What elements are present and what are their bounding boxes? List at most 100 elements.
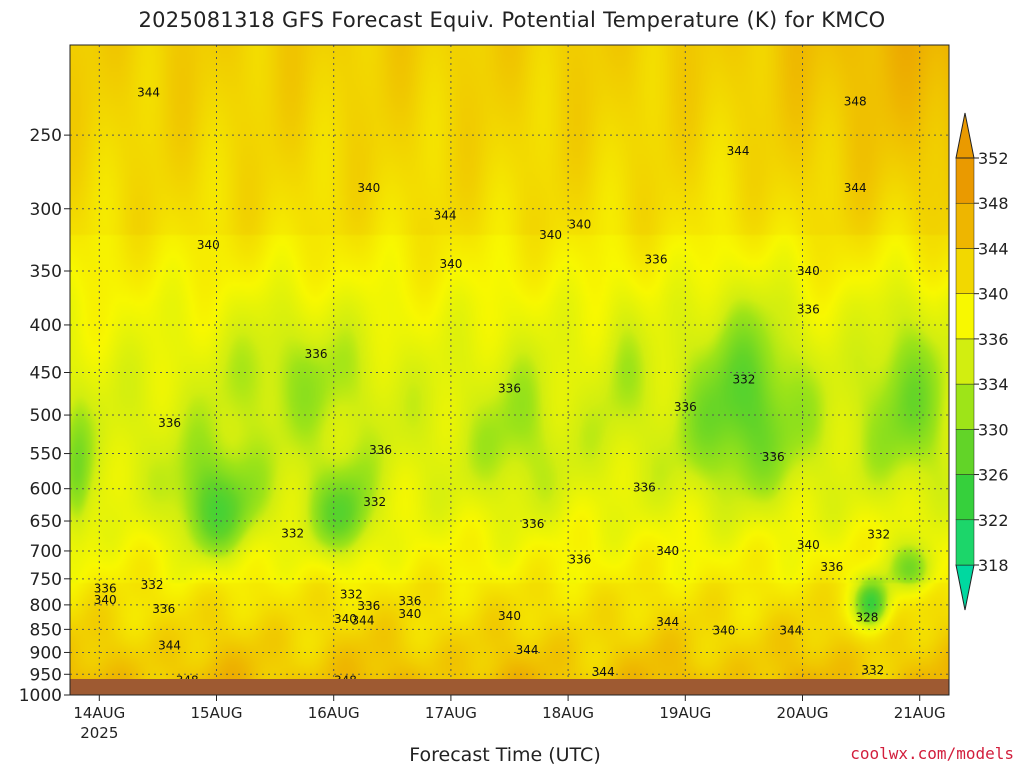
- contour-label: 344: [779, 623, 802, 637]
- contour-label: 336: [152, 602, 175, 616]
- contour-label: 336: [797, 303, 820, 317]
- y-tick-label: 450: [30, 364, 62, 384]
- x-axis-label: Forecast Time (UTC): [409, 744, 601, 766]
- contour-label: 340: [398, 607, 421, 621]
- y-tick-label: 500: [30, 406, 62, 426]
- contour-label: 336: [398, 594, 421, 608]
- contour-label: 336: [762, 450, 785, 464]
- y-tick-label: 350: [30, 262, 62, 282]
- colorbar-tick-label: 336: [978, 330, 1009, 349]
- contour-label: 340: [439, 257, 462, 271]
- contour-label: 336: [158, 416, 181, 430]
- colorbar-tick-label: 352: [978, 149, 1009, 168]
- contour-label: 348: [844, 94, 867, 108]
- contour-label: 344: [434, 208, 457, 222]
- credit-text: coolwx.com/models: [850, 744, 1014, 763]
- colorbar-tick-label: 348: [978, 194, 1009, 213]
- contour-label: 340: [334, 612, 357, 626]
- contour-label: 336: [633, 480, 656, 494]
- contour-label: 340: [713, 623, 736, 637]
- colorbar-segment: [955, 248, 975, 294]
- colorbar-segment: [955, 429, 975, 475]
- colorbar-segment: [955, 157, 975, 204]
- theta-e-field: [70, 45, 949, 695]
- contour-label: 340: [797, 264, 820, 278]
- contour-label: 344: [158, 639, 181, 653]
- y-tick-label: 1000: [19, 686, 62, 706]
- contour-label: 336: [94, 581, 117, 595]
- colorbar-tick-label: 326: [978, 466, 1009, 485]
- x-tick-label: 15AUG: [191, 704, 243, 722]
- colorbar-segment: [955, 474, 975, 521]
- x-axis: 14AUG 15AUG 16AUG 17AUG 18AUG 19AUG 20AUG 21AUG…: [73, 695, 946, 742]
- y-axis: 250 300 350 400 450 500 550 600 650 700 750 800 850 9…: [19, 126, 70, 706]
- contour-label: 340: [797, 538, 820, 552]
- colorbar-segment: [955, 519, 975, 566]
- y-tick-label: 300: [30, 200, 62, 220]
- contour-label: 340: [498, 609, 521, 623]
- contour-label: 332: [732, 373, 755, 387]
- contour-label: 344: [352, 614, 375, 628]
- contour-label: 340: [539, 228, 562, 242]
- x-year-label: 2025: [80, 724, 118, 742]
- contour-label: 336: [521, 517, 544, 531]
- terrain-bar: [70, 679, 949, 695]
- colorbar: 318 322 326 330 334 336 340 344 348 352: [955, 112, 1009, 611]
- colorbar-tick-label: 344: [978, 239, 1009, 258]
- contour-label: 336: [357, 599, 380, 613]
- y-tick-label: 400: [30, 316, 62, 336]
- x-tick-label: 18AUG: [542, 704, 594, 722]
- contour-label: 332: [141, 578, 164, 592]
- contour-label: 332: [363, 495, 386, 509]
- y-tick-label: 650: [30, 512, 62, 532]
- colorbar-segment: [955, 383, 975, 430]
- colorbar-segment: [955, 338, 975, 385]
- x-tick-label: 20AUG: [777, 704, 829, 722]
- y-tick-label: 750: [30, 570, 62, 590]
- colorbar-tick-label: 322: [978, 511, 1009, 530]
- x-tick-label: 14AUG: [73, 704, 125, 722]
- contour-label: 336: [369, 443, 392, 457]
- contour-label: 340: [656, 544, 679, 558]
- contour-label: 344: [592, 665, 615, 679]
- chart-title: 2025081318 GFS Forecast Equiv. Potential…: [138, 8, 886, 32]
- grid-lines: [70, 45, 949, 695]
- y-tick-label: 850: [30, 620, 62, 640]
- colorbar-extend-high: [955, 112, 975, 159]
- colorbar-segment: [955, 293, 975, 340]
- contour-label: 340: [197, 238, 220, 252]
- contour-label: 332: [861, 663, 884, 677]
- y-tick-label: 600: [30, 480, 62, 500]
- contour-label: 336: [820, 560, 843, 574]
- y-tick-label: 950: [30, 665, 62, 685]
- contour-label: 344: [137, 86, 160, 100]
- contour-label: 340: [568, 218, 591, 232]
- contour-label: 344: [656, 615, 679, 629]
- contour-label: 344: [727, 144, 750, 158]
- contour-label: 336: [305, 347, 328, 361]
- contour-label: 336: [674, 400, 697, 414]
- x-tick-label: 16AUG: [308, 704, 360, 722]
- contour-label: 340: [94, 593, 117, 607]
- colorbar-tick-label: 318: [978, 556, 1009, 575]
- colorbar-tick-label: 330: [978, 420, 1009, 439]
- contour-label: 332: [867, 527, 890, 541]
- y-tick-label: 800: [30, 596, 62, 616]
- x-tick-label: 17AUG: [425, 704, 477, 722]
- contour-label: 336: [645, 252, 668, 266]
- y-tick-label: 250: [30, 126, 62, 146]
- contour-label: 344: [516, 643, 539, 657]
- contour-label: 344: [844, 181, 867, 195]
- contour-label: 332: [340, 588, 363, 602]
- colorbar-tick-label: 340: [978, 285, 1009, 304]
- x-tick-label: 19AUG: [659, 704, 711, 722]
- contour-label: 336: [568, 553, 591, 567]
- colorbar-segment: [955, 202, 975, 249]
- y-tick-label: 700: [30, 542, 62, 562]
- y-tick-label: 550: [30, 445, 62, 465]
- plot-frame: [69, 44, 950, 696]
- colorbar-extend-low: [955, 564, 975, 611]
- y-tick-label: 900: [30, 643, 62, 663]
- contour-label: 328: [856, 610, 879, 624]
